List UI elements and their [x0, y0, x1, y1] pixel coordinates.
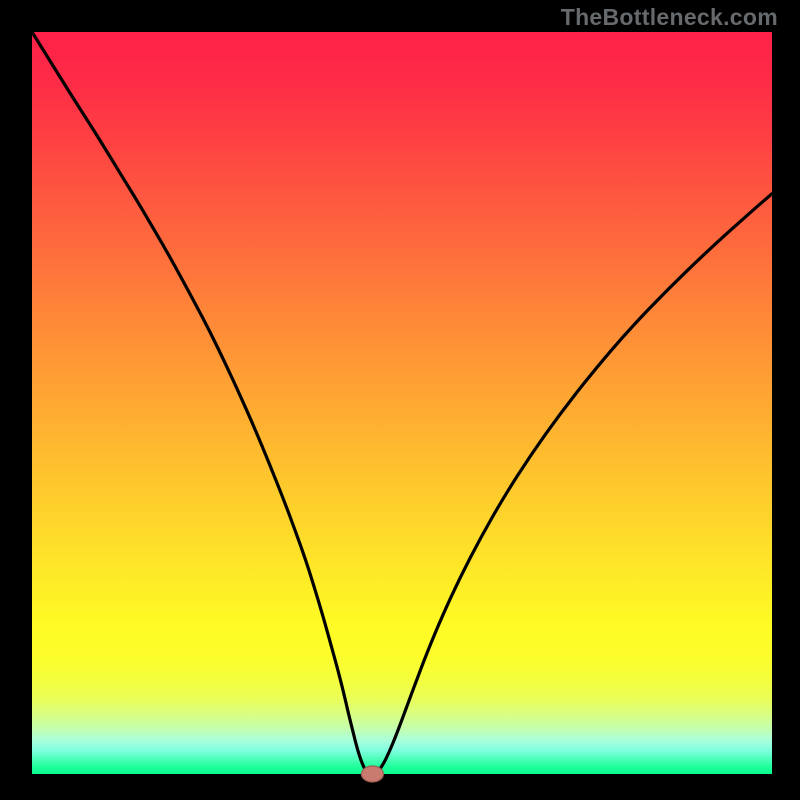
- watermark-text: TheBottleneck.com: [561, 4, 778, 31]
- optimal-point-marker: [361, 766, 383, 782]
- bottleneck-curve-chart: [0, 0, 800, 800]
- plot-area: [32, 32, 772, 774]
- chart-frame: TheBottleneck.com: [0, 0, 800, 800]
